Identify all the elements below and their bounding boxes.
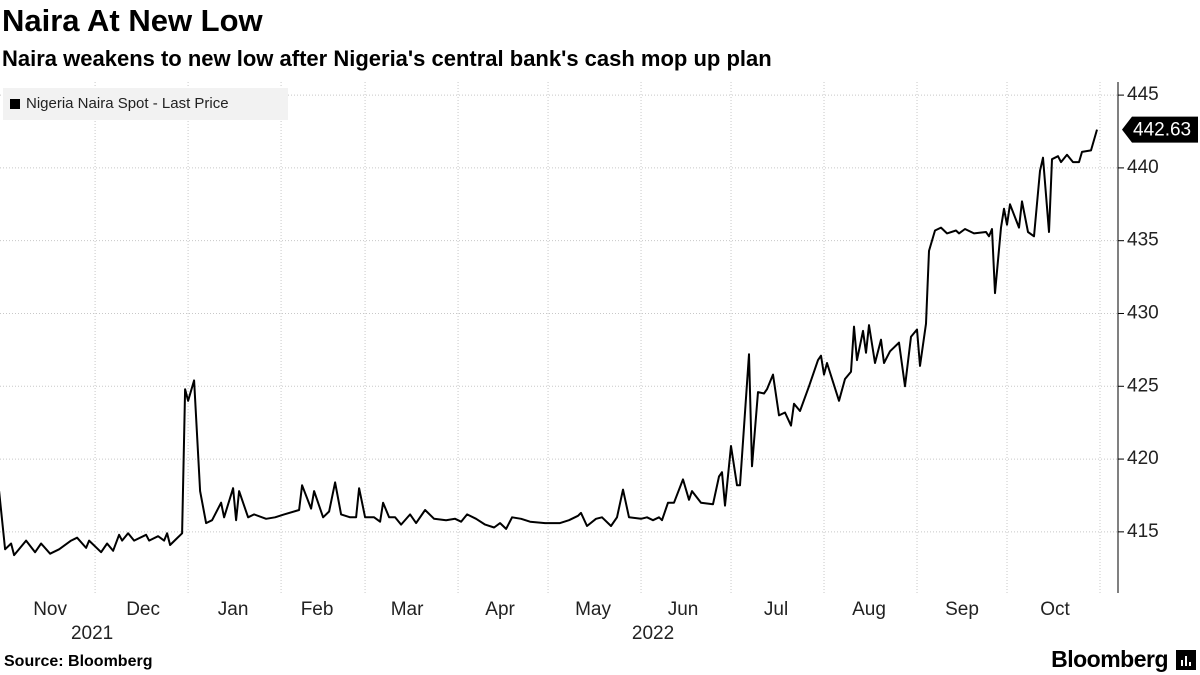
x-tick-label: May (575, 599, 611, 620)
x-tick-label: Jun (668, 599, 699, 620)
y-tick-label: 425 (1127, 375, 1159, 396)
legend-label: Nigeria Naira Spot - Last Price (26, 95, 229, 112)
x-tick-label: Aug (852, 599, 886, 620)
logo: Bloomberg (1051, 646, 1168, 672)
y-tick-label: 430 (1127, 302, 1159, 323)
x-tick-label: Oct (1040, 599, 1070, 620)
last-value-flag: 442.63 (1122, 116, 1198, 143)
x-tick-label: Feb (301, 599, 334, 620)
x-tick-label: Mar (391, 599, 424, 620)
year-label: 2021 (71, 623, 113, 644)
y-tick-label: 445 (1127, 84, 1159, 105)
legend-swatch (10, 99, 20, 109)
x-tick-label: Dec (126, 599, 160, 620)
source: Source: Bloomberg (4, 653, 152, 670)
flag-shape (1122, 116, 1198, 143)
line (0, 129, 1098, 557)
x-tick-label: Apr (485, 599, 515, 620)
y-tick-label: 435 (1127, 230, 1159, 251)
legend: Nigeria Naira Spot - Last Price (3, 88, 288, 120)
legend-background (3, 88, 288, 120)
x-tick-label: Jul (764, 599, 788, 620)
x-tick-label: Jan (218, 599, 249, 620)
x-tick-label: Nov (33, 599, 67, 620)
logo-icon (1176, 650, 1196, 670)
chart-title: Naira At New Low (2, 3, 264, 38)
x-tick-label: Sep (945, 599, 979, 620)
y-tick-label: 415 (1127, 521, 1159, 542)
chart-subtitle: Naira weakens to new low after Nigeria's… (2, 46, 772, 71)
y-tick-label: 420 (1127, 448, 1159, 469)
year-label: 2022 (632, 623, 674, 644)
last-value-label: 442.63 (1133, 120, 1191, 141)
y-tick-label: 440 (1127, 157, 1159, 178)
